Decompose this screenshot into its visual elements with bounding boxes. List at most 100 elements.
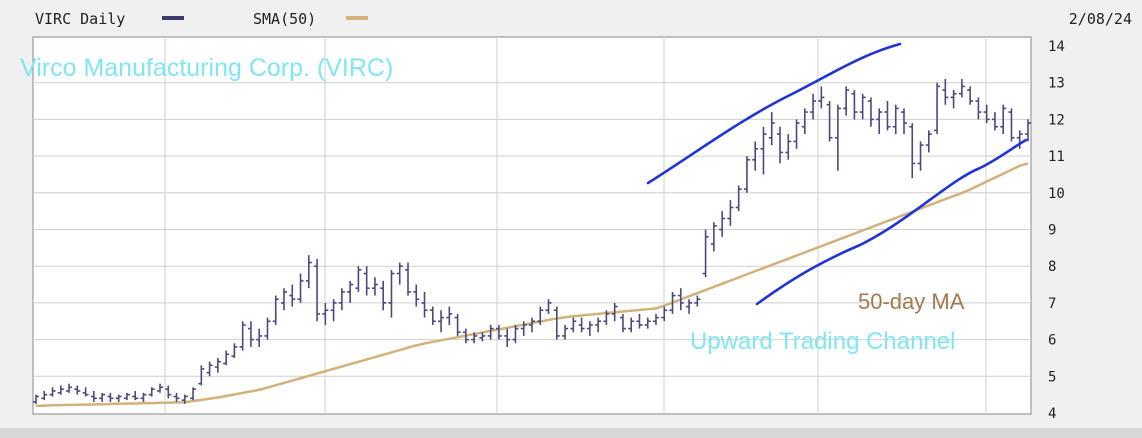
ohlc-bar bbox=[305, 255, 312, 289]
ohlc-bar bbox=[33, 394, 39, 404]
ohlc-bar bbox=[165, 385, 172, 399]
sma-legend-swatch bbox=[346, 16, 368, 20]
ohlc-bar bbox=[983, 104, 990, 124]
ohlc-bar bbox=[586, 321, 593, 336]
ohlc-bar bbox=[330, 299, 337, 322]
ohlc-bar bbox=[99, 392, 106, 402]
ohlc-bar bbox=[636, 313, 643, 329]
ohlc-bar bbox=[198, 365, 205, 386]
ohlc-bar bbox=[578, 317, 585, 333]
ohlc-bar bbox=[843, 86, 850, 116]
ohlc-bar bbox=[611, 302, 618, 322]
sma-legend-label: SMA(50) bbox=[253, 10, 316, 28]
ohlc-bar bbox=[925, 130, 932, 153]
ohlc-bar bbox=[289, 284, 296, 307]
ohlc-bar bbox=[214, 357, 221, 373]
ohlc-bar bbox=[363, 266, 370, 296]
ohlc-bar bbox=[661, 306, 668, 322]
ohlc-bar bbox=[628, 317, 635, 333]
channel-lower-line bbox=[755, 138, 1028, 306]
ohlc-bar bbox=[462, 328, 469, 344]
ohlc-bar bbox=[1008, 108, 1015, 142]
ohlc-bar bbox=[677, 288, 684, 311]
y-tick-label: 5 bbox=[1048, 369, 1056, 385]
ohlc-bar bbox=[347, 280, 354, 303]
ohlc-bar bbox=[82, 387, 89, 397]
ohlc-bar bbox=[702, 229, 709, 278]
ohlc-bar bbox=[314, 258, 321, 322]
ohlc-bar bbox=[107, 392, 114, 402]
ohlc-bar bbox=[719, 211, 726, 237]
ohlc-bar bbox=[520, 321, 527, 336]
ohlc-bar bbox=[867, 97, 874, 127]
ohlc-bar bbox=[570, 317, 577, 333]
ohlc-bar bbox=[396, 262, 403, 285]
ohlc-bar bbox=[603, 310, 610, 325]
ohlc-bar bbox=[90, 390, 97, 402]
ohlc-bar bbox=[653, 313, 659, 325]
ohlc-bar bbox=[123, 392, 130, 401]
ohlc-bar bbox=[967, 86, 974, 105]
header-bar bbox=[0, 0, 1142, 35]
ohlc-bar bbox=[421, 291, 428, 318]
ohlc-bar bbox=[735, 185, 742, 212]
ohlc-bar bbox=[148, 387, 155, 397]
ohlc-bar bbox=[934, 82, 941, 135]
ohlc-bar bbox=[818, 86, 825, 109]
y-tick-label: 8 bbox=[1048, 259, 1056, 275]
y-tick-label: 9 bbox=[1048, 223, 1056, 239]
ohlc-bar bbox=[892, 104, 899, 135]
date-label: 2/08/24 bbox=[1069, 10, 1132, 28]
ohlc-bar bbox=[743, 156, 750, 193]
ohlc-bar bbox=[768, 112, 775, 146]
ohlc-bar bbox=[355, 266, 362, 292]
ohlc-bar bbox=[810, 93, 817, 120]
ohlc-bar bbox=[239, 321, 246, 351]
ohlc-bar bbox=[446, 306, 453, 325]
ma-annotation: 50-day MA bbox=[858, 289, 965, 314]
ohlc-bar bbox=[190, 387, 197, 401]
ohlc-bar bbox=[413, 284, 420, 307]
ohlc-bar bbox=[942, 79, 949, 105]
ohlc-bar bbox=[388, 269, 395, 318]
ohlc-bar bbox=[132, 390, 139, 401]
y-tick-label: 7 bbox=[1048, 296, 1056, 312]
ohlc-bar bbox=[272, 295, 279, 325]
price-legend-swatch bbox=[162, 16, 184, 20]
ohlc-bar bbox=[777, 126, 783, 164]
ticker-legend-label: VIRC Daily bbox=[35, 10, 125, 28]
ohlc-bar bbox=[958, 79, 965, 98]
ohlc-bar bbox=[801, 108, 808, 135]
ohlc-bar bbox=[471, 332, 478, 344]
y-tick-label: 13 bbox=[1048, 76, 1065, 92]
ohlc-bar bbox=[454, 313, 461, 336]
ohlc-bar bbox=[686, 299, 693, 314]
channel-upper-line bbox=[646, 42, 902, 185]
ohlc-bar bbox=[438, 310, 445, 333]
ohlc-bar bbox=[495, 324, 502, 340]
ohlc-bar bbox=[41, 390, 48, 401]
ohlc-bar bbox=[901, 108, 907, 135]
ohlc-bar bbox=[991, 112, 998, 131]
ohlc-bar bbox=[826, 101, 833, 142]
y-tick-label: 4 bbox=[1048, 406, 1056, 422]
ohlc-bar bbox=[371, 277, 378, 296]
ohlc-bar bbox=[297, 273, 304, 303]
price-series bbox=[33, 79, 1031, 404]
ohlc-bar bbox=[694, 295, 701, 307]
ohlc-bar bbox=[504, 328, 511, 347]
ohlc-bar bbox=[281, 288, 287, 311]
ohlc-bar bbox=[562, 324, 569, 340]
trend-channel bbox=[646, 42, 1028, 306]
y-tick-label: 14 bbox=[1048, 39, 1065, 55]
ohlc-bar bbox=[256, 328, 263, 347]
ohlc-bar bbox=[66, 383, 73, 393]
ohlc-bar bbox=[429, 306, 436, 325]
ohlc-bar bbox=[950, 90, 957, 109]
ohlc-bar bbox=[851, 90, 858, 120]
ohlc-bar bbox=[595, 317, 602, 333]
ohlc-bar bbox=[74, 385, 81, 395]
ohlc-bar bbox=[529, 317, 535, 333]
ohlc-bar bbox=[206, 361, 213, 377]
ohlc-bar bbox=[760, 126, 767, 175]
